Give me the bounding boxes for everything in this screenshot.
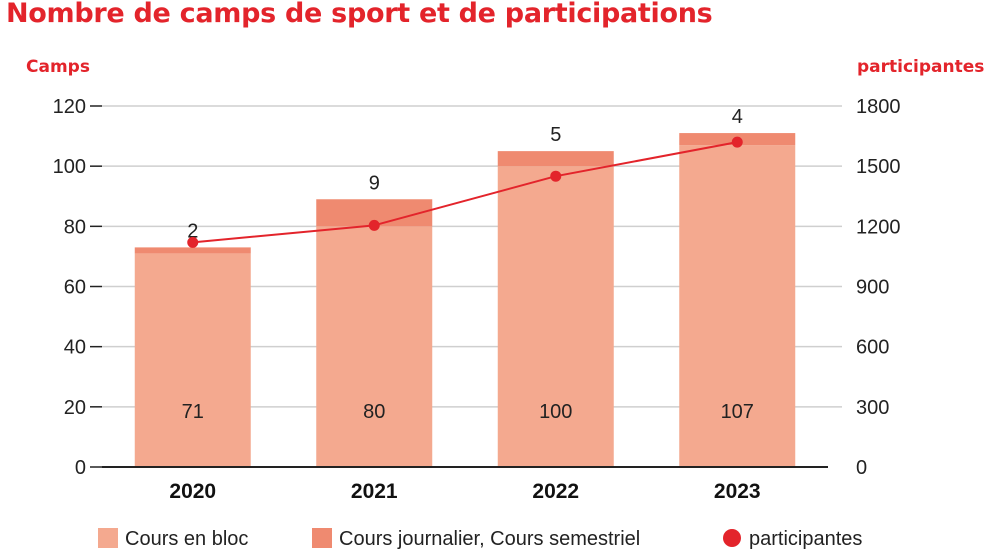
category-label: 2020 bbox=[169, 480, 216, 503]
right-axis-title: participantes bbox=[857, 57, 984, 77]
participantes-point bbox=[368, 219, 380, 231]
legend-swatch bbox=[312, 528, 332, 548]
participantes-series-line bbox=[192, 141, 738, 244]
legend-marker bbox=[723, 529, 741, 547]
bar-top-value-label: 5 bbox=[550, 124, 561, 146]
bar-cours-en-bloc bbox=[134, 253, 251, 467]
participantes-point bbox=[550, 170, 562, 182]
left-tick-label: 0 bbox=[75, 457, 86, 479]
legend-label: Cours journalier, Cours semestriel bbox=[339, 528, 640, 550]
category-label: 2023 bbox=[714, 480, 761, 503]
left-tick-label: 120 bbox=[53, 96, 86, 118]
bars: 71 2 80 9 100 5 107 4 bbox=[134, 106, 796, 467]
right-tick-label: 1200 bbox=[856, 216, 901, 238]
left-tick-label: 20 bbox=[64, 397, 86, 419]
participantes-line bbox=[187, 136, 743, 248]
bar-cours-en-bloc bbox=[497, 166, 614, 467]
right-axis-ticks: 0 300 600 900 1200 1500 1800 bbox=[856, 96, 901, 479]
bar-cours-en-bloc bbox=[316, 226, 433, 467]
bar-top-value-label: 9 bbox=[369, 172, 380, 194]
bar-cours-en-bloc bbox=[679, 145, 796, 467]
bar-value-label: 107 bbox=[721, 401, 754, 423]
bar-top-value-label: 2 bbox=[187, 220, 198, 242]
bar-value-label: 71 bbox=[182, 401, 204, 423]
left-axis-title: Camps bbox=[26, 57, 90, 77]
bar-value-label: 100 bbox=[539, 401, 572, 423]
chart-title: Nombre de camps de sport et de participa… bbox=[6, 0, 713, 29]
legend-label: Cours en bloc bbox=[125, 528, 248, 550]
left-axis-ticks: 0 20 40 60 80 100 120 bbox=[53, 96, 102, 479]
right-tick-label: 900 bbox=[856, 277, 889, 299]
left-tick-label: 100 bbox=[53, 156, 86, 178]
right-tick-label: 1500 bbox=[856, 156, 901, 178]
bar-cours-journalier-semestriel bbox=[497, 151, 614, 167]
right-tick-label: 0 bbox=[856, 457, 867, 479]
category-labels: 2020 2021 2022 2023 bbox=[169, 480, 760, 503]
left-tick-label: 40 bbox=[64, 337, 86, 359]
bar-top-value-label: 4 bbox=[732, 106, 743, 128]
participantes-point bbox=[187, 236, 199, 248]
participantes-point bbox=[731, 136, 743, 148]
bar-value-label: 80 bbox=[363, 401, 385, 423]
left-tick-label: 80 bbox=[64, 216, 86, 238]
bar-cours-journalier-semestriel bbox=[134, 247, 251, 254]
left-tick-label: 60 bbox=[64, 277, 86, 299]
category-label: 2021 bbox=[351, 480, 398, 503]
legend-swatch bbox=[98, 528, 118, 548]
legend: Cours en bloc Cours journalier, Cours sem… bbox=[98, 528, 862, 550]
right-tick-label: 1800 bbox=[856, 96, 901, 118]
legend-label: participantes bbox=[749, 528, 862, 550]
right-tick-label: 300 bbox=[856, 397, 889, 419]
right-tick-label: 600 bbox=[856, 337, 889, 359]
category-label: 2022 bbox=[532, 480, 579, 503]
